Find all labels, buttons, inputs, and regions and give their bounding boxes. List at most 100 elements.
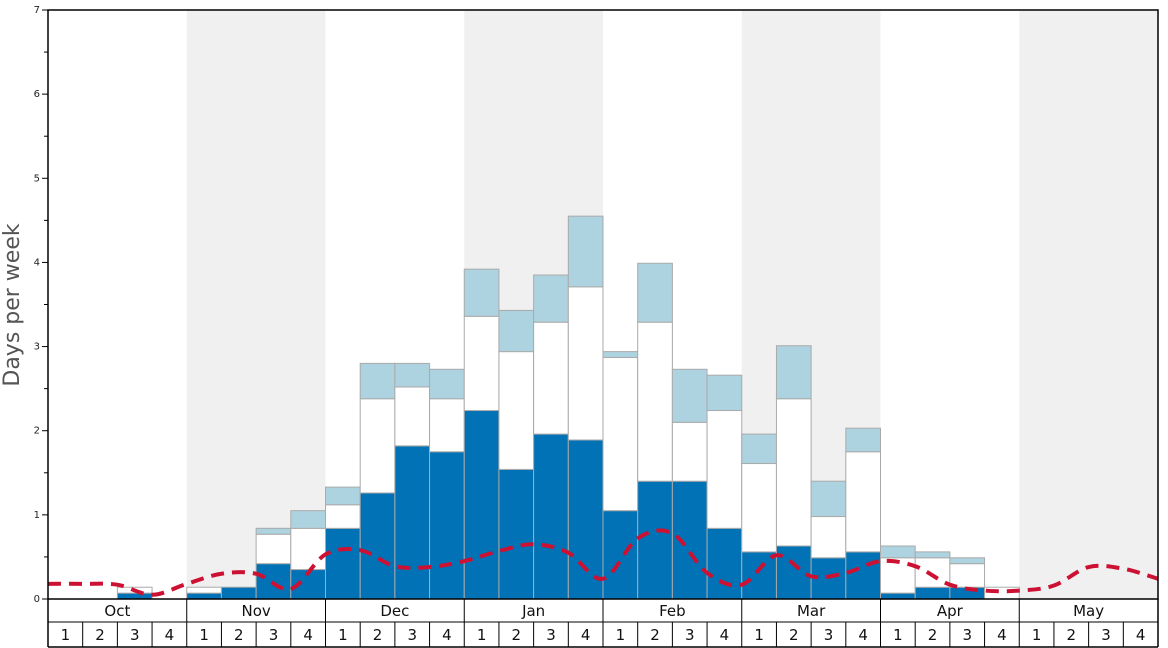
bar-segment (706, 527, 743, 600)
week-label: 2 (1067, 626, 1077, 644)
average-line (47, 528, 1159, 597)
bar-segment (290, 510, 326, 529)
week-label: 2 (650, 626, 660, 644)
week-label: 1 (199, 626, 209, 644)
week-label: 2 (234, 626, 244, 644)
y-tick-label: 0 (34, 594, 40, 605)
week-label: 3 (130, 626, 140, 644)
bar-segment (567, 286, 604, 441)
bar-segment (533, 433, 569, 600)
y-tick-label: 2 (34, 426, 40, 437)
bar-segment (394, 445, 431, 600)
bar-segment (637, 321, 673, 482)
bar-segment (706, 374, 743, 412)
bar-segment (671, 421, 708, 482)
y-tick-label: 1 (34, 510, 40, 521)
month-label: Feb (659, 602, 686, 620)
bar-segment (845, 451, 881, 553)
week-label: 2 (95, 626, 105, 644)
bar-segment (949, 557, 986, 565)
month-label: Oct (104, 602, 130, 620)
bar-segment (845, 427, 881, 453)
y-tick-label: 3 (34, 342, 40, 353)
week-label: 1 (754, 626, 764, 644)
bar-segment (359, 492, 396, 600)
month-shade (186, 10, 326, 599)
week-label: 1 (1032, 626, 1042, 644)
y-tick-label: 7 (34, 5, 40, 16)
y-tick-label: 6 (34, 89, 40, 100)
week-label: 4 (720, 626, 730, 644)
bar-segment (741, 551, 777, 600)
y-axis-label: Days per week (0, 223, 25, 386)
bar-segment (116, 592, 153, 600)
y-tick-label: 5 (34, 173, 40, 184)
week-label: 4 (581, 626, 591, 644)
bar-segment (949, 563, 986, 588)
bar-segment (220, 586, 257, 600)
bar-segment (567, 215, 604, 288)
week-label: 4 (1136, 626, 1146, 644)
bar-segment (914, 551, 951, 559)
month-label: May (1073, 602, 1104, 620)
bar-segment (914, 586, 951, 600)
week-label: 2 (373, 626, 383, 644)
x-axis: Oct 1 2 3 4 Nov 1 2 3 4 Dec 1 2 3 4 Jan 1 2 3 4 Feb 1 2 3 4 Mar 1 2… (47, 599, 1159, 648)
week-label: 1 (477, 626, 487, 644)
month-label: Mar (797, 602, 826, 620)
week-label: 2 (789, 626, 799, 644)
week-label: 3 (685, 626, 695, 644)
bar-segment (498, 351, 535, 470)
bar-segment (290, 527, 326, 571)
month-shade (1019, 10, 1158, 599)
bar-segment (706, 410, 743, 529)
bar-segment (463, 315, 500, 412)
y-axis: 0 1 2 3 4 5 6 7 (34, 5, 48, 605)
bar-segment (914, 557, 951, 588)
bars (116, 215, 1020, 600)
week-label: 4 (442, 626, 452, 644)
bar-segment (602, 510, 639, 600)
week-label: 3 (1101, 626, 1111, 644)
week-label: 4 (997, 626, 1007, 644)
plot-frame (47, 9, 1159, 600)
bar-segment (429, 398, 465, 453)
bar-segment (186, 586, 222, 594)
month-label: Dec (380, 602, 409, 620)
bar-segment (810, 480, 847, 518)
bar-segment (602, 357, 639, 512)
bar-segment (880, 545, 916, 559)
week-label: 1 (616, 626, 626, 644)
bar-segment (186, 592, 222, 600)
bar-segment (463, 268, 500, 317)
bar-segment (429, 451, 465, 600)
bar-segment (325, 486, 361, 506)
bar-segment (637, 480, 673, 600)
month-label: Jan (521, 602, 545, 620)
bar-segment (810, 516, 847, 559)
week-label: 1 (338, 626, 348, 644)
bar-segment (741, 433, 777, 465)
bar-segment (255, 533, 292, 565)
bar-segment (671, 480, 708, 600)
bar-segment (637, 262, 673, 323)
week-label: 2 (512, 626, 522, 644)
bar-segment (671, 368, 708, 423)
bar-segment (359, 362, 396, 400)
bar-segment (845, 551, 881, 600)
bar-segment (255, 527, 292, 535)
bar-segment (880, 592, 916, 600)
bar-segment (567, 439, 604, 600)
week-label: 3 (824, 626, 834, 644)
month-label: Apr (937, 602, 964, 620)
week-label: 4 (165, 626, 175, 644)
bar-segment (463, 410, 500, 600)
week-label: 3 (269, 626, 279, 644)
bar-segment (775, 398, 812, 547)
bar-segment (533, 321, 569, 435)
week-label: 4 (858, 626, 868, 644)
bar-segment (775, 345, 812, 400)
average-line-layer (47, 528, 1159, 597)
week-label: 1 (61, 626, 71, 644)
bar-segment (394, 362, 431, 388)
